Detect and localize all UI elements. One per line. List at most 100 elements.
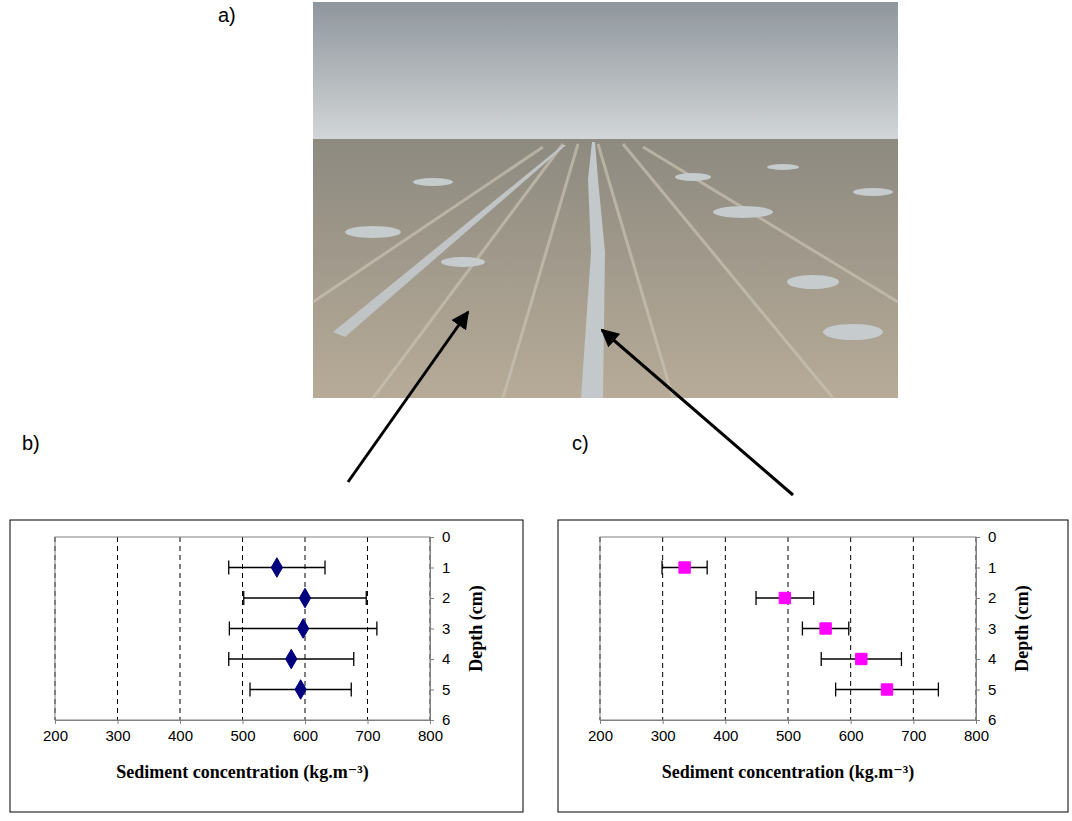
plot-frame	[600, 537, 976, 720]
y-tick: 2	[976, 589, 996, 606]
error-bar	[836, 683, 939, 697]
figure: a)2003004005006007008000123456Sediment c…	[0, 0, 1072, 821]
y-axis: 0 1 2 3 4 5 6	[430, 528, 450, 728]
arrow	[348, 312, 468, 482]
error-bar-cap	[353, 652, 354, 666]
grid-line	[662, 537, 663, 720]
x-tick-label: 600	[293, 727, 318, 744]
photo-puddle	[675, 173, 711, 181]
error-bar-cap	[376, 622, 377, 636]
error-bar-cap	[228, 561, 229, 575]
y-tick-mark	[430, 598, 434, 599]
x-tick-mark	[725, 720, 726, 724]
y-tick-label: 3	[442, 620, 450, 637]
y-tick-label: 4	[988, 650, 996, 667]
x-tick: 300	[651, 720, 676, 744]
x-tick-label: 300	[105, 727, 130, 744]
x-tick: 500	[776, 720, 801, 744]
x-tick-mark	[600, 720, 601, 724]
y-tick-label: 2	[988, 589, 996, 606]
y-tick-label: 6	[442, 711, 450, 728]
error-bar-cap	[821, 652, 822, 666]
error-bar-cap	[366, 591, 367, 605]
panel-frame	[10, 520, 523, 812]
x-tick-mark	[55, 720, 56, 724]
photo-ridge	[313, 147, 543, 302]
point	[820, 623, 831, 634]
photo-puddle	[413, 178, 453, 186]
point	[299, 588, 310, 608]
x-tick-label: 500	[230, 727, 255, 744]
grid-line	[850, 537, 851, 720]
photo-puddle	[767, 164, 799, 170]
x-tick-label: 300	[651, 727, 676, 744]
y-axis-title: Depth (cm)	[466, 585, 487, 671]
y-tick: 3	[430, 620, 450, 637]
photo-puddle	[823, 324, 883, 340]
point	[286, 649, 297, 669]
chart-panel: 2003004005006007008000123456Sediment con…	[10, 520, 523, 812]
photo-puddle	[345, 226, 401, 238]
x-tick-mark	[788, 720, 789, 724]
x-tick: 800	[418, 720, 443, 744]
y-tick-mark	[430, 568, 434, 569]
y-tick: 5	[430, 681, 450, 698]
x-tick-label: 500	[776, 727, 801, 744]
grid-line	[725, 537, 726, 720]
y-tick: 5	[976, 681, 996, 698]
y-axis-line	[977, 538, 981, 721]
error-bar-cap	[324, 561, 325, 575]
error-bar-cap	[813, 591, 814, 605]
y-tick-label: 3	[988, 620, 996, 637]
photo-ridge	[643, 147, 898, 302]
point	[779, 592, 790, 603]
photo-puddle	[787, 275, 839, 289]
y-tick-mark	[430, 629, 434, 630]
x-tick-label: 700	[901, 727, 926, 744]
photo-mudflat	[313, 139, 898, 398]
point	[881, 684, 892, 695]
y-tick-mark	[430, 537, 434, 538]
y-tick-label: 1	[442, 559, 450, 576]
chart-panel: 2003004005006007008000123456Sediment con…	[558, 520, 1068, 812]
y-tick-label: 6	[988, 711, 996, 728]
x-tick: 400	[713, 720, 738, 744]
y-tick-label: 5	[442, 681, 450, 698]
grid-line	[788, 537, 789, 720]
y-tick-mark	[976, 720, 980, 721]
error-bar-cap	[848, 622, 849, 636]
y-axis: 0123456	[976, 528, 996, 728]
error-bar-cap	[802, 622, 803, 636]
x-tick-label: 800	[418, 727, 443, 744]
photo-track	[333, 145, 566, 337]
photo-ridge	[503, 144, 578, 398]
x-tick-label: 800	[964, 727, 989, 744]
data-layer	[662, 561, 938, 697]
y-tick-label: 5	[988, 681, 996, 698]
y-tick: 1	[976, 559, 996, 576]
photo-puddle	[853, 188, 893, 196]
y-tick: 3	[976, 620, 996, 637]
grid-line	[180, 537, 181, 720]
error-bar-cap	[249, 683, 250, 697]
x-tick-mark	[368, 720, 369, 724]
photo-ridge	[373, 144, 563, 398]
panel-frame	[558, 520, 1068, 812]
y-tick: 2	[430, 589, 450, 606]
error-bar-cap	[755, 591, 756, 605]
x-axis: 200300400500600700800	[588, 720, 989, 744]
y-tick-label: 2	[442, 589, 450, 606]
x-tick-mark	[243, 720, 244, 724]
y-tick: 4	[430, 650, 450, 667]
y-tick-mark	[430, 659, 434, 660]
y-axis-title: Depth (cm)	[1012, 585, 1033, 671]
y-tick-mark	[976, 690, 980, 691]
x-tick: 600	[839, 720, 864, 744]
error-bar-cap	[228, 652, 229, 666]
arrow	[602, 330, 793, 495]
x-tick-label: 200	[43, 727, 68, 744]
error-bar-cap	[229, 622, 230, 636]
y-tick-mark	[430, 690, 434, 691]
error-bar-cap	[707, 561, 708, 575]
y-tick: 0	[430, 528, 450, 545]
